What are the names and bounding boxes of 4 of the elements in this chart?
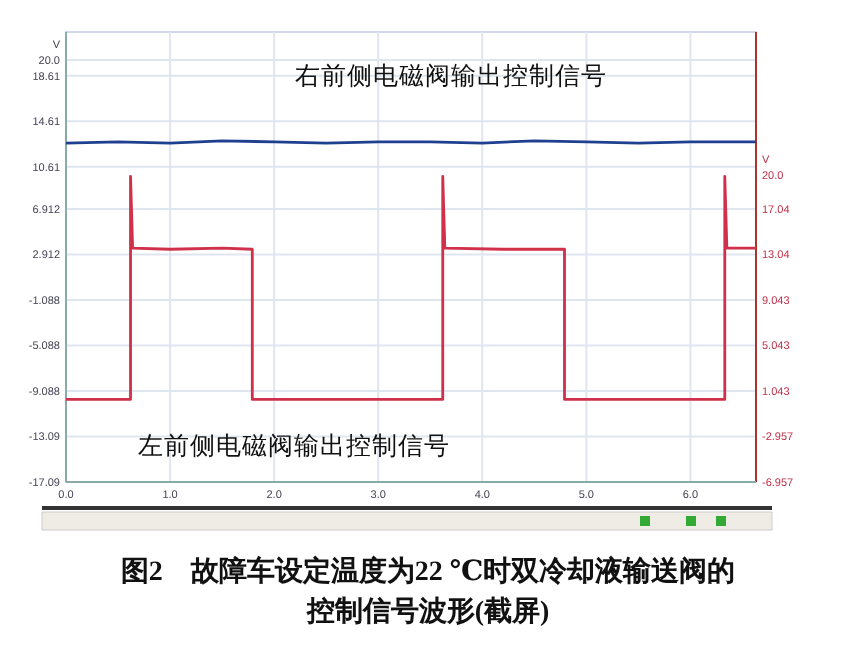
text: 图2 故障车设定温度为22 ℃时双冷却液输送阀的控制信号波形(截屏)	[120, 554, 736, 628]
text: 右前侧电磁阀输出控制信号	[295, 62, 607, 90]
line-series	[64, 175, 758, 401]
series-label: 左前侧电磁阀输出控制信号	[137, 432, 450, 460]
